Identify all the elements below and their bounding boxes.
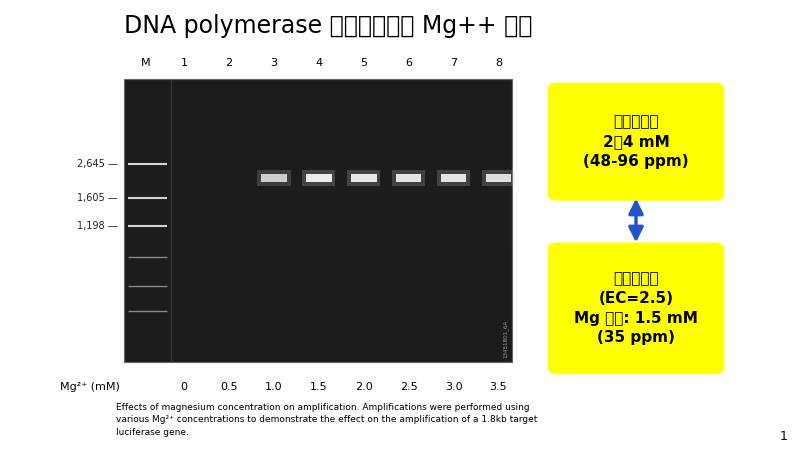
Bar — [441, 175, 466, 181]
Text: 2.5: 2.5 — [400, 382, 418, 392]
Text: Effects of magnesium concentration on amplification. Amplifications were perform: Effects of magnesium concentration on am… — [116, 403, 538, 437]
Bar — [437, 170, 470, 186]
Text: 6: 6 — [405, 58, 412, 68]
Bar — [124, 320, 512, 334]
Bar — [124, 164, 512, 178]
Bar — [124, 192, 512, 206]
Text: 7: 7 — [450, 58, 457, 68]
FancyBboxPatch shape — [549, 83, 724, 200]
Text: 1,605 —: 1,605 — — [77, 193, 118, 203]
Bar — [258, 170, 290, 186]
Text: 2,645 —: 2,645 — — [77, 159, 118, 169]
Bar — [124, 135, 512, 149]
Bar — [351, 175, 377, 181]
Text: DNA polymerase 反応に必要な Mg++ 濃度: DNA polymerase 反応に必要な Mg++ 濃度 — [124, 14, 532, 37]
Bar — [124, 292, 512, 306]
Text: 8: 8 — [495, 58, 502, 68]
Text: 0: 0 — [181, 382, 188, 392]
Bar — [261, 175, 286, 181]
Text: 0.5: 0.5 — [220, 382, 238, 392]
Bar — [124, 178, 512, 192]
Bar — [302, 170, 335, 186]
Bar — [392, 170, 426, 186]
Text: 1.5: 1.5 — [310, 382, 328, 392]
Text: 5: 5 — [360, 58, 367, 68]
Bar — [124, 79, 512, 362]
Text: 13451B01_6A: 13451B01_6A — [503, 320, 509, 358]
Bar — [124, 348, 512, 362]
Bar — [347, 170, 380, 186]
Text: 3.0: 3.0 — [445, 382, 462, 392]
Bar — [124, 249, 512, 263]
Text: 3: 3 — [270, 58, 278, 68]
Bar — [124, 93, 512, 107]
Bar — [124, 306, 512, 320]
Bar — [124, 334, 512, 348]
FancyBboxPatch shape — [549, 243, 724, 374]
Bar — [396, 175, 422, 181]
Text: 1: 1 — [181, 58, 188, 68]
Bar — [124, 235, 512, 249]
Text: 1,198 —: 1,198 — — [77, 221, 118, 231]
Bar — [482, 170, 515, 186]
Bar — [124, 121, 512, 135]
Text: 大塚ア処方
(EC=2.5)
Mg 濃度: 1.5 mM
(35 ppm): 大塚ア処方 (EC=2.5) Mg 濃度: 1.5 mM (35 ppm) — [574, 271, 698, 346]
Text: 1: 1 — [780, 430, 788, 443]
Bar — [486, 175, 511, 181]
Text: 4: 4 — [315, 58, 322, 68]
Bar — [124, 263, 512, 277]
Bar — [124, 206, 512, 220]
Bar — [124, 220, 512, 235]
Text: 1.0: 1.0 — [265, 382, 282, 392]
Bar — [124, 277, 512, 292]
Text: 最適濃度は
2～4 mM
(48-96 ppm): 最適濃度は 2～4 mM (48-96 ppm) — [583, 114, 689, 169]
Bar — [306, 175, 332, 181]
Bar — [124, 150, 512, 164]
Text: 2.0: 2.0 — [355, 382, 373, 392]
Bar — [124, 79, 512, 93]
Text: 3.5: 3.5 — [490, 382, 507, 392]
Bar — [124, 107, 512, 122]
Text: 2: 2 — [226, 58, 233, 68]
Text: Mg²⁺ (mM): Mg²⁺ (mM) — [60, 382, 120, 392]
Text: M: M — [141, 58, 150, 68]
